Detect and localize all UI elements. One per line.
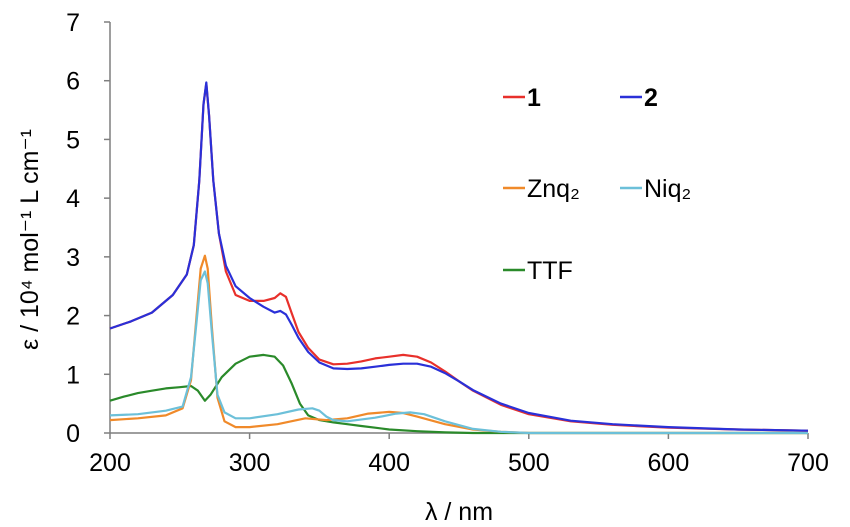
- series-line-2: [109, 254, 808, 435]
- series-line-3: [109, 270, 808, 435]
- legend-label: 2: [644, 84, 658, 112]
- legend-label: Znq₂: [527, 175, 580, 203]
- legend: 1 2 Znq₂ Niq₂ TTF: [503, 84, 691, 285]
- series-line-0: [109, 82, 809, 432]
- series-layer: [109, 81, 809, 435]
- x-axis-title: λ / nm: [425, 498, 493, 526]
- y-tick-label: 4: [66, 185, 80, 213]
- y-tick-label: 2: [66, 303, 80, 331]
- y-tick-label: 5: [66, 126, 80, 154]
- legend-label: TTF: [527, 257, 573, 285]
- x-tick-label: 300: [229, 449, 271, 477]
- x-tick-label: 500: [508, 449, 550, 477]
- y-tick-label: 6: [66, 68, 80, 96]
- y-tick-label: 7: [66, 9, 80, 37]
- y-ticks: 0 1 2 3 4 5 6 7: [66, 9, 110, 448]
- x-ticks: 200 300 400 500 600 700: [89, 433, 829, 477]
- y-tick-label: 1: [66, 361, 80, 389]
- x-tick-label: 200: [89, 449, 131, 477]
- x-tick-label: 400: [368, 449, 410, 477]
- series-line-4: [109, 353, 808, 435]
- y-tick-label: 3: [66, 244, 80, 272]
- x-tick-label: 600: [648, 449, 690, 477]
- legend-label: Niq₂: [644, 175, 691, 203]
- y-axis-title: ε / 10⁴ mol⁻¹ L cm⁻¹: [16, 129, 44, 350]
- axes: 200 300 400 500 600 700 0 1 2 3 4 5 6 7: [66, 9, 829, 477]
- legend-label: 1: [527, 84, 541, 112]
- x-tick-label: 700: [787, 449, 829, 477]
- series-line-1: [109, 81, 809, 432]
- y-tick-label: 0: [66, 420, 80, 448]
